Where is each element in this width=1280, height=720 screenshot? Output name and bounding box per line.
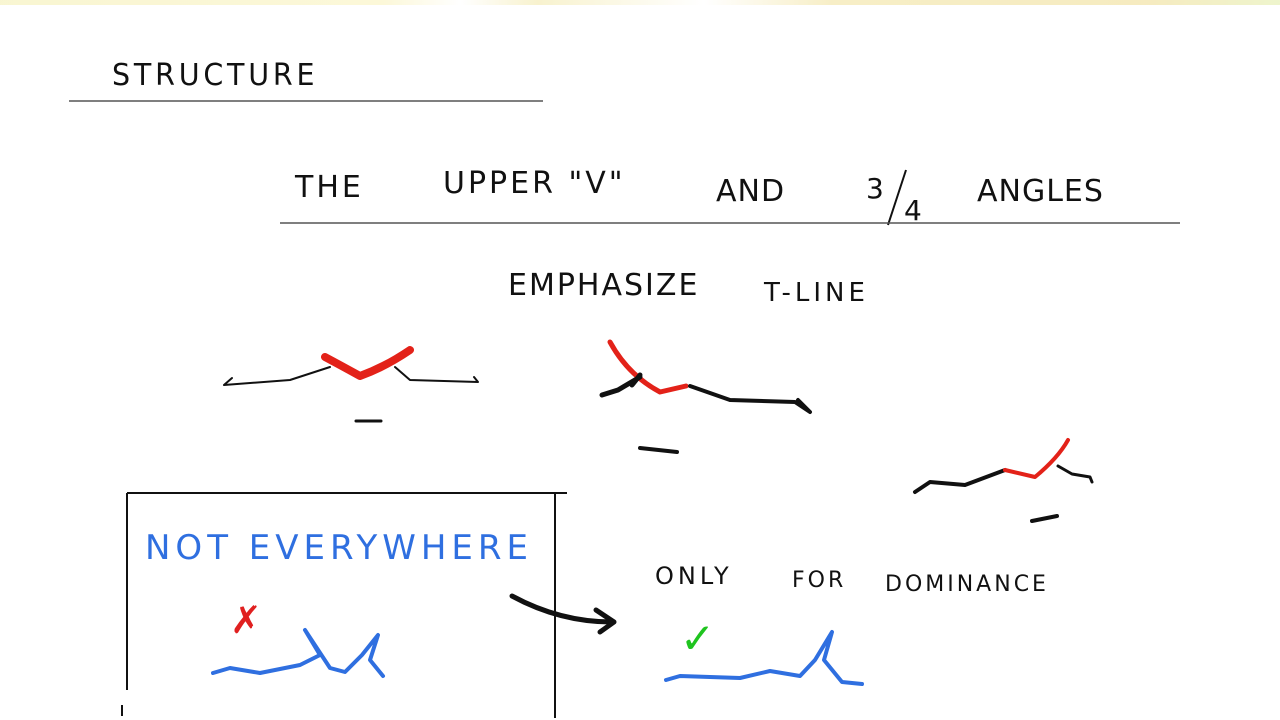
fraction-numerator: 3 (866, 172, 884, 205)
t-line-label: T-LINE (764, 278, 869, 308)
arrow-icon (509, 593, 617, 635)
page-title: STRUCTURE (112, 58, 319, 93)
subtitle-word-upper-v: UPPER "V" (443, 166, 626, 201)
subtitle-word-the: THE (295, 170, 364, 205)
emphasize-label: EMPHASIZE (508, 268, 700, 303)
not-everywhere-heading: NOT EVERYWHERE (145, 528, 533, 568)
top-strip (0, 0, 1280, 5)
checkmark-icon: ✓ (680, 614, 716, 663)
fraction-slash (887, 169, 907, 226)
subtitle-word-and: AND (716, 174, 786, 209)
subtitle-word-angles: ANGLES (977, 174, 1104, 209)
fraction-denominator: 4 (904, 194, 922, 227)
brow-sketch-three-quarter (599, 339, 812, 454)
not-everywhere-box (121, 492, 567, 718)
cross-icon: ✗ (230, 598, 262, 642)
brow-sketch-profile (913, 438, 1094, 523)
dominance-label: DOMINANCE (885, 572, 1049, 597)
blue-brow-right (664, 630, 864, 686)
only-label: ONLY (655, 562, 733, 590)
for-label: FOR (792, 568, 847, 593)
brow-sketch-front (223, 346, 479, 423)
blue-brow-wrong (211, 628, 385, 678)
